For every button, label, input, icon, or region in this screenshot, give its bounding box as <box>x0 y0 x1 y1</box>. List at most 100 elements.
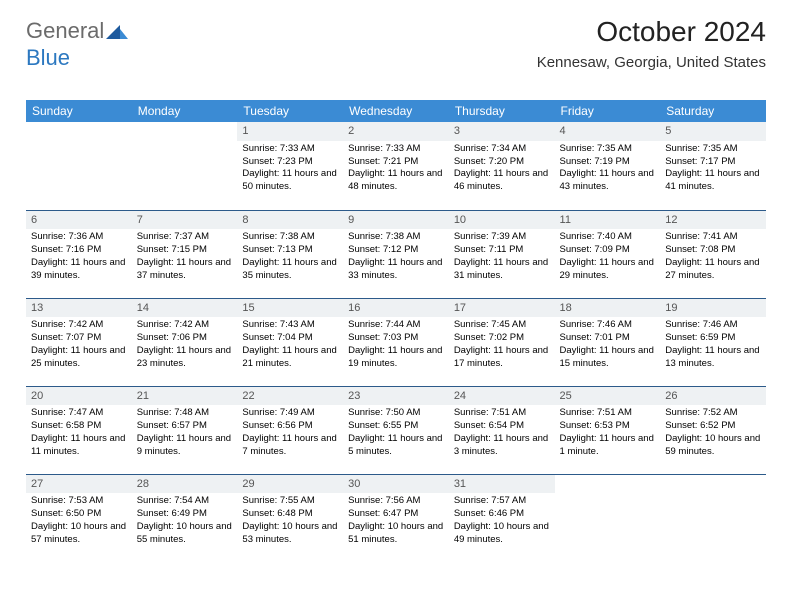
sunset-text: Sunset: 6:52 PM <box>665 420 761 433</box>
daylight-text: Daylight: 10 hours and 57 minutes. <box>31 521 127 547</box>
day-number: 6 <box>26 211 132 230</box>
day-info: Sunrise: 7:56 AMSunset: 6:47 PMDaylight:… <box>343 493 449 550</box>
day-number: 11 <box>555 211 661 230</box>
day-info: Sunrise: 7:36 AMSunset: 7:16 PMDaylight:… <box>26 229 132 286</box>
day-info: Sunrise: 7:35 AMSunset: 7:19 PMDaylight:… <box>555 141 661 198</box>
logo-text-blue: Blue <box>26 45 70 70</box>
day-number: 22 <box>237 387 343 406</box>
logo-text-gray: General <box>26 18 104 43</box>
logo: General Blue <box>26 18 128 71</box>
sunrise-text: Sunrise: 7:51 AM <box>560 407 656 420</box>
day-header: Friday <box>555 100 661 122</box>
daylight-text: Daylight: 11 hours and 15 minutes. <box>560 345 656 371</box>
calendar-day-cell: 2Sunrise: 7:33 AMSunset: 7:21 PMDaylight… <box>343 122 449 210</box>
calendar-week-row: 6Sunrise: 7:36 AMSunset: 7:16 PMDaylight… <box>26 210 766 298</box>
sunset-text: Sunset: 7:01 PM <box>560 332 656 345</box>
sunset-text: Sunset: 7:11 PM <box>454 244 550 257</box>
day-info: Sunrise: 7:34 AMSunset: 7:20 PMDaylight:… <box>449 141 555 198</box>
day-number: 8 <box>237 211 343 230</box>
day-number: 29 <box>237 475 343 494</box>
day-header: Monday <box>132 100 238 122</box>
calendar-day-cell: 3Sunrise: 7:34 AMSunset: 7:20 PMDaylight… <box>449 122 555 210</box>
calendar-day-cell: 28Sunrise: 7:54 AMSunset: 6:49 PMDayligh… <box>132 474 238 562</box>
day-number: 26 <box>660 387 766 406</box>
sunset-text: Sunset: 6:53 PM <box>560 420 656 433</box>
sunset-text: Sunset: 6:50 PM <box>31 508 127 521</box>
daylight-text: Daylight: 11 hours and 48 minutes. <box>348 168 444 194</box>
daylight-text: Daylight: 11 hours and 43 minutes. <box>560 168 656 194</box>
sunset-text: Sunset: 6:59 PM <box>665 332 761 345</box>
calendar-week-row: 1Sunrise: 7:33 AMSunset: 7:23 PMDaylight… <box>26 122 766 210</box>
sunset-text: Sunset: 7:13 PM <box>242 244 338 257</box>
day-header: Tuesday <box>237 100 343 122</box>
sunset-text: Sunset: 7:03 PM <box>348 332 444 345</box>
calendar-empty-cell <box>555 474 661 562</box>
day-info: Sunrise: 7:39 AMSunset: 7:11 PMDaylight:… <box>449 229 555 286</box>
daylight-text: Daylight: 11 hours and 50 minutes. <box>242 168 338 194</box>
sunrise-text: Sunrise: 7:42 AM <box>137 319 233 332</box>
daylight-text: Daylight: 11 hours and 13 minutes. <box>665 345 761 371</box>
calendar-day-cell: 23Sunrise: 7:50 AMSunset: 6:55 PMDayligh… <box>343 386 449 474</box>
sunrise-text: Sunrise: 7:56 AM <box>348 495 444 508</box>
day-info: Sunrise: 7:48 AMSunset: 6:57 PMDaylight:… <box>132 405 238 462</box>
sunset-text: Sunset: 7:16 PM <box>31 244 127 257</box>
day-header: Saturday <box>660 100 766 122</box>
daylight-text: Daylight: 11 hours and 29 minutes. <box>560 257 656 283</box>
calendar-day-cell: 25Sunrise: 7:51 AMSunset: 6:53 PMDayligh… <box>555 386 661 474</box>
day-number: 23 <box>343 387 449 406</box>
day-number: 18 <box>555 299 661 318</box>
daylight-text: Daylight: 11 hours and 19 minutes. <box>348 345 444 371</box>
calendar-day-cell: 4Sunrise: 7:35 AMSunset: 7:19 PMDaylight… <box>555 122 661 210</box>
day-number: 17 <box>449 299 555 318</box>
sunset-text: Sunset: 6:49 PM <box>137 508 233 521</box>
day-number: 5 <box>660 122 766 141</box>
day-info: Sunrise: 7:42 AMSunset: 7:07 PMDaylight:… <box>26 317 132 374</box>
day-info: Sunrise: 7:51 AMSunset: 6:53 PMDaylight:… <box>555 405 661 462</box>
calendar-day-cell: 5Sunrise: 7:35 AMSunset: 7:17 PMDaylight… <box>660 122 766 210</box>
sunrise-text: Sunrise: 7:38 AM <box>348 231 444 244</box>
logo-icon <box>106 19 128 45</box>
day-info: Sunrise: 7:33 AMSunset: 7:21 PMDaylight:… <box>343 141 449 198</box>
day-info: Sunrise: 7:38 AMSunset: 7:12 PMDaylight:… <box>343 229 449 286</box>
calendar-day-cell: 17Sunrise: 7:45 AMSunset: 7:02 PMDayligh… <box>449 298 555 386</box>
daylight-text: Daylight: 10 hours and 49 minutes. <box>454 521 550 547</box>
sunset-text: Sunset: 7:19 PM <box>560 156 656 169</box>
calendar-day-cell: 16Sunrise: 7:44 AMSunset: 7:03 PMDayligh… <box>343 298 449 386</box>
calendar-day-cell: 11Sunrise: 7:40 AMSunset: 7:09 PMDayligh… <box>555 210 661 298</box>
calendar-day-cell: 26Sunrise: 7:52 AMSunset: 6:52 PMDayligh… <box>660 386 766 474</box>
sunset-text: Sunset: 7:02 PM <box>454 332 550 345</box>
sunset-text: Sunset: 6:54 PM <box>454 420 550 433</box>
day-number: 9 <box>343 211 449 230</box>
sunrise-text: Sunrise: 7:54 AM <box>137 495 233 508</box>
calendar-week-row: 20Sunrise: 7:47 AMSunset: 6:58 PMDayligh… <box>26 386 766 474</box>
sunrise-text: Sunrise: 7:38 AM <box>242 231 338 244</box>
sunrise-text: Sunrise: 7:40 AM <box>560 231 656 244</box>
sunset-text: Sunset: 6:58 PM <box>31 420 127 433</box>
day-number: 20 <box>26 387 132 406</box>
day-info: Sunrise: 7:50 AMSunset: 6:55 PMDaylight:… <box>343 405 449 462</box>
sunrise-text: Sunrise: 7:45 AM <box>454 319 550 332</box>
sunrise-text: Sunrise: 7:51 AM <box>454 407 550 420</box>
calendar-empty-cell <box>132 122 238 210</box>
day-number: 30 <box>343 475 449 494</box>
month-title: October 2024 <box>537 16 766 48</box>
calendar-day-cell: 1Sunrise: 7:33 AMSunset: 7:23 PMDaylight… <box>237 122 343 210</box>
calendar-week-row: 13Sunrise: 7:42 AMSunset: 7:07 PMDayligh… <box>26 298 766 386</box>
calendar-day-cell: 12Sunrise: 7:41 AMSunset: 7:08 PMDayligh… <box>660 210 766 298</box>
sunrise-text: Sunrise: 7:46 AM <box>560 319 656 332</box>
sunset-text: Sunset: 7:21 PM <box>348 156 444 169</box>
day-info: Sunrise: 7:44 AMSunset: 7:03 PMDaylight:… <box>343 317 449 374</box>
daylight-text: Daylight: 11 hours and 17 minutes. <box>454 345 550 371</box>
calendar-day-cell: 15Sunrise: 7:43 AMSunset: 7:04 PMDayligh… <box>237 298 343 386</box>
sunset-text: Sunset: 6:48 PM <box>242 508 338 521</box>
sunset-text: Sunset: 7:20 PM <box>454 156 550 169</box>
daylight-text: Daylight: 10 hours and 51 minutes. <box>348 521 444 547</box>
sunrise-text: Sunrise: 7:48 AM <box>137 407 233 420</box>
day-number: 25 <box>555 387 661 406</box>
sunrise-text: Sunrise: 7:50 AM <box>348 407 444 420</box>
daylight-text: Daylight: 11 hours and 25 minutes. <box>31 345 127 371</box>
sunrise-text: Sunrise: 7:49 AM <box>242 407 338 420</box>
calendar-empty-cell <box>26 122 132 210</box>
calendar-day-cell: 14Sunrise: 7:42 AMSunset: 7:06 PMDayligh… <box>132 298 238 386</box>
sunset-text: Sunset: 6:57 PM <box>137 420 233 433</box>
